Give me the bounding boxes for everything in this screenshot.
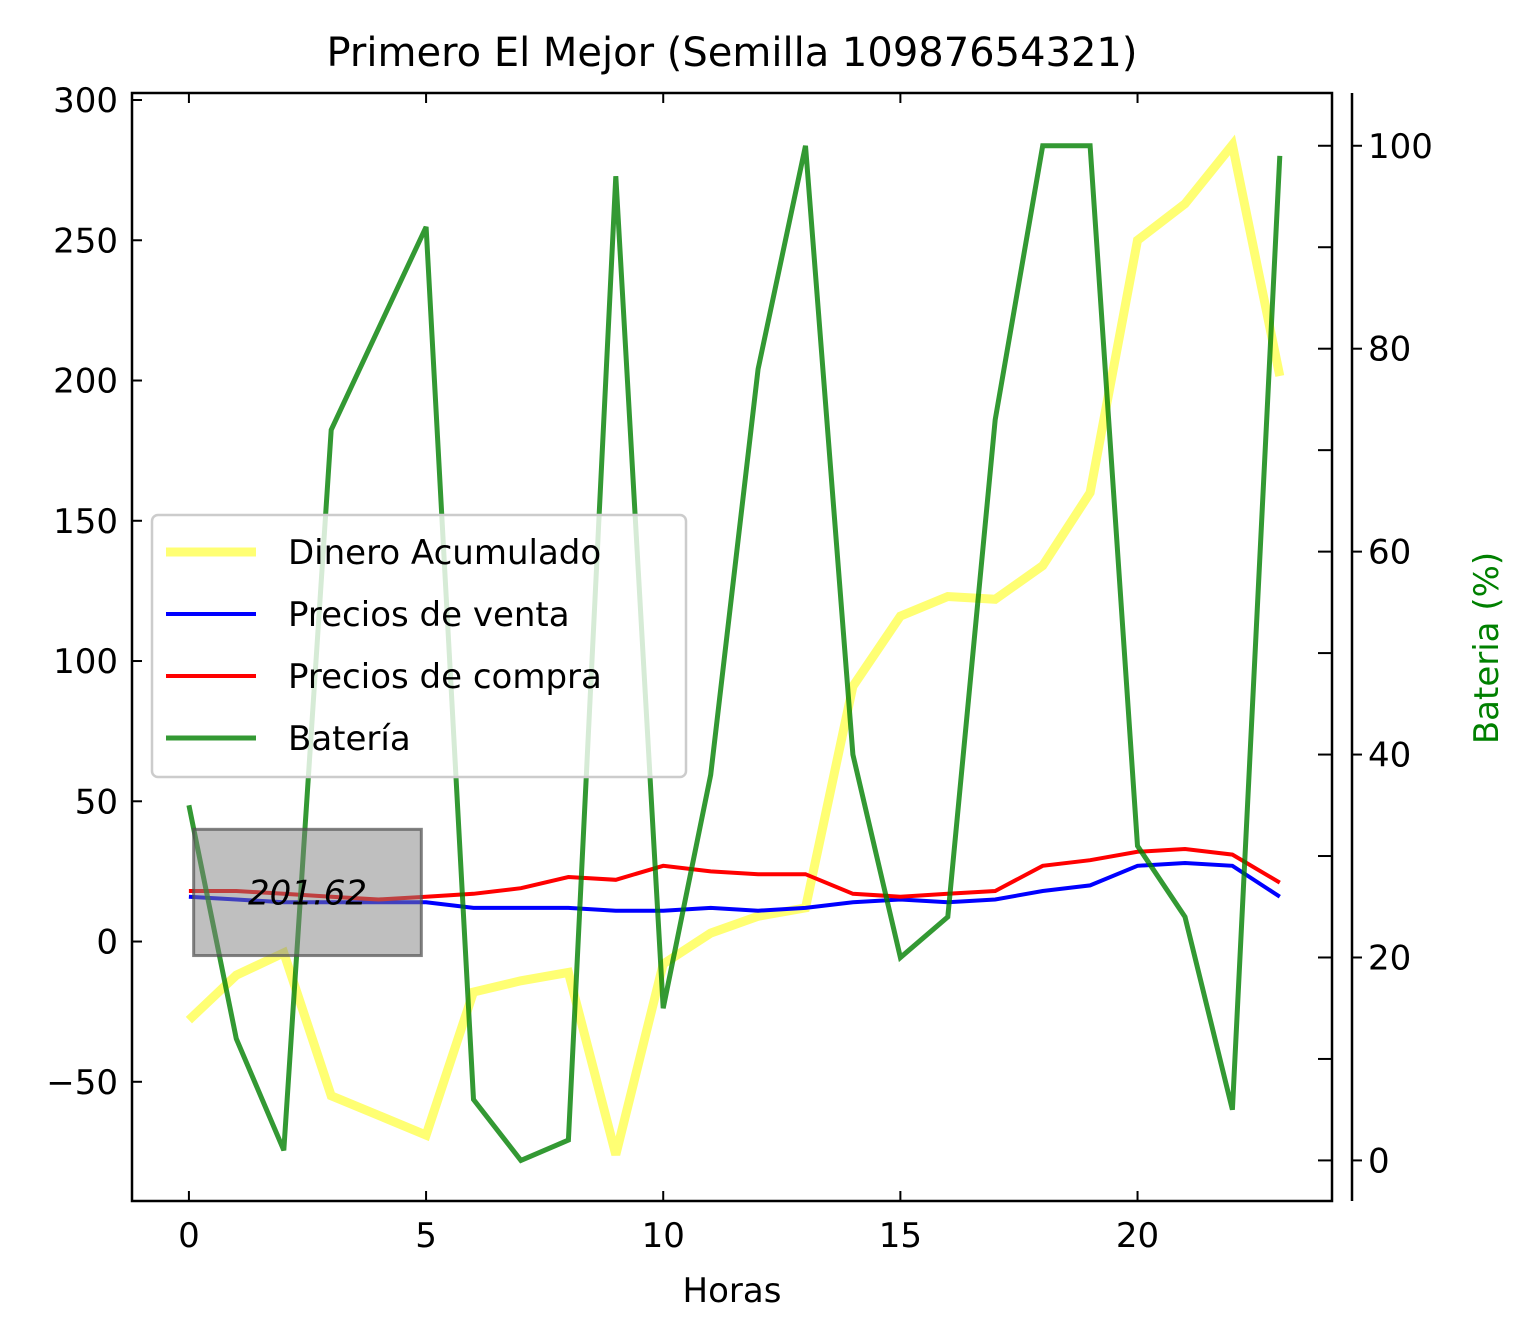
legend-box bbox=[150, 513, 688, 779]
y-tick-label: 100 bbox=[53, 642, 118, 682]
chart-title: Primero El Mejor (Semilla 10987654321) bbox=[327, 30, 1138, 76]
annotation-label: 201.62 bbox=[248, 873, 367, 913]
x-tick-label: 0 bbox=[178, 1216, 200, 1256]
x-tick-label: 5 bbox=[415, 1216, 437, 1256]
legend-label-1: Precios de venta bbox=[288, 595, 570, 635]
y2-tick-label: 80 bbox=[1368, 330, 1411, 370]
y-tick-label: 300 bbox=[53, 81, 118, 121]
y2-tick-label: 0 bbox=[1368, 1141, 1390, 1181]
legend-label-0: Dinero Acumulado bbox=[288, 533, 601, 573]
annotation-box bbox=[192, 827, 423, 958]
y-tick-label: 200 bbox=[53, 362, 118, 402]
plot-frame bbox=[130, 91, 1334, 1203]
legend-label-2: Precios de compra bbox=[288, 657, 602, 697]
x-tick-label: 20 bbox=[1116, 1216, 1159, 1256]
legend-label-3: Batería bbox=[288, 719, 411, 759]
y-tick-label: 150 bbox=[53, 502, 118, 542]
y-tick-label: 0 bbox=[96, 923, 118, 963]
right-axis-label: Bateria (%) bbox=[1467, 552, 1507, 744]
y2-tick-label: 100 bbox=[1368, 127, 1433, 167]
y2-tick-label: 40 bbox=[1368, 736, 1411, 776]
y-tick-label: 250 bbox=[53, 221, 118, 261]
x-tick-label: 15 bbox=[879, 1216, 922, 1256]
x-tick-label: 10 bbox=[642, 1216, 685, 1256]
series-line-0 bbox=[185, 134, 1285, 1156]
y2-tick-label: 60 bbox=[1368, 533, 1411, 573]
x-axis-label: Horas bbox=[683, 1271, 782, 1311]
series-line-3 bbox=[186, 143, 1283, 1164]
y2-tick-label: 20 bbox=[1368, 938, 1411, 978]
y-tick-label: −50 bbox=[46, 1063, 118, 1103]
y-tick-label: 50 bbox=[75, 782, 118, 822]
